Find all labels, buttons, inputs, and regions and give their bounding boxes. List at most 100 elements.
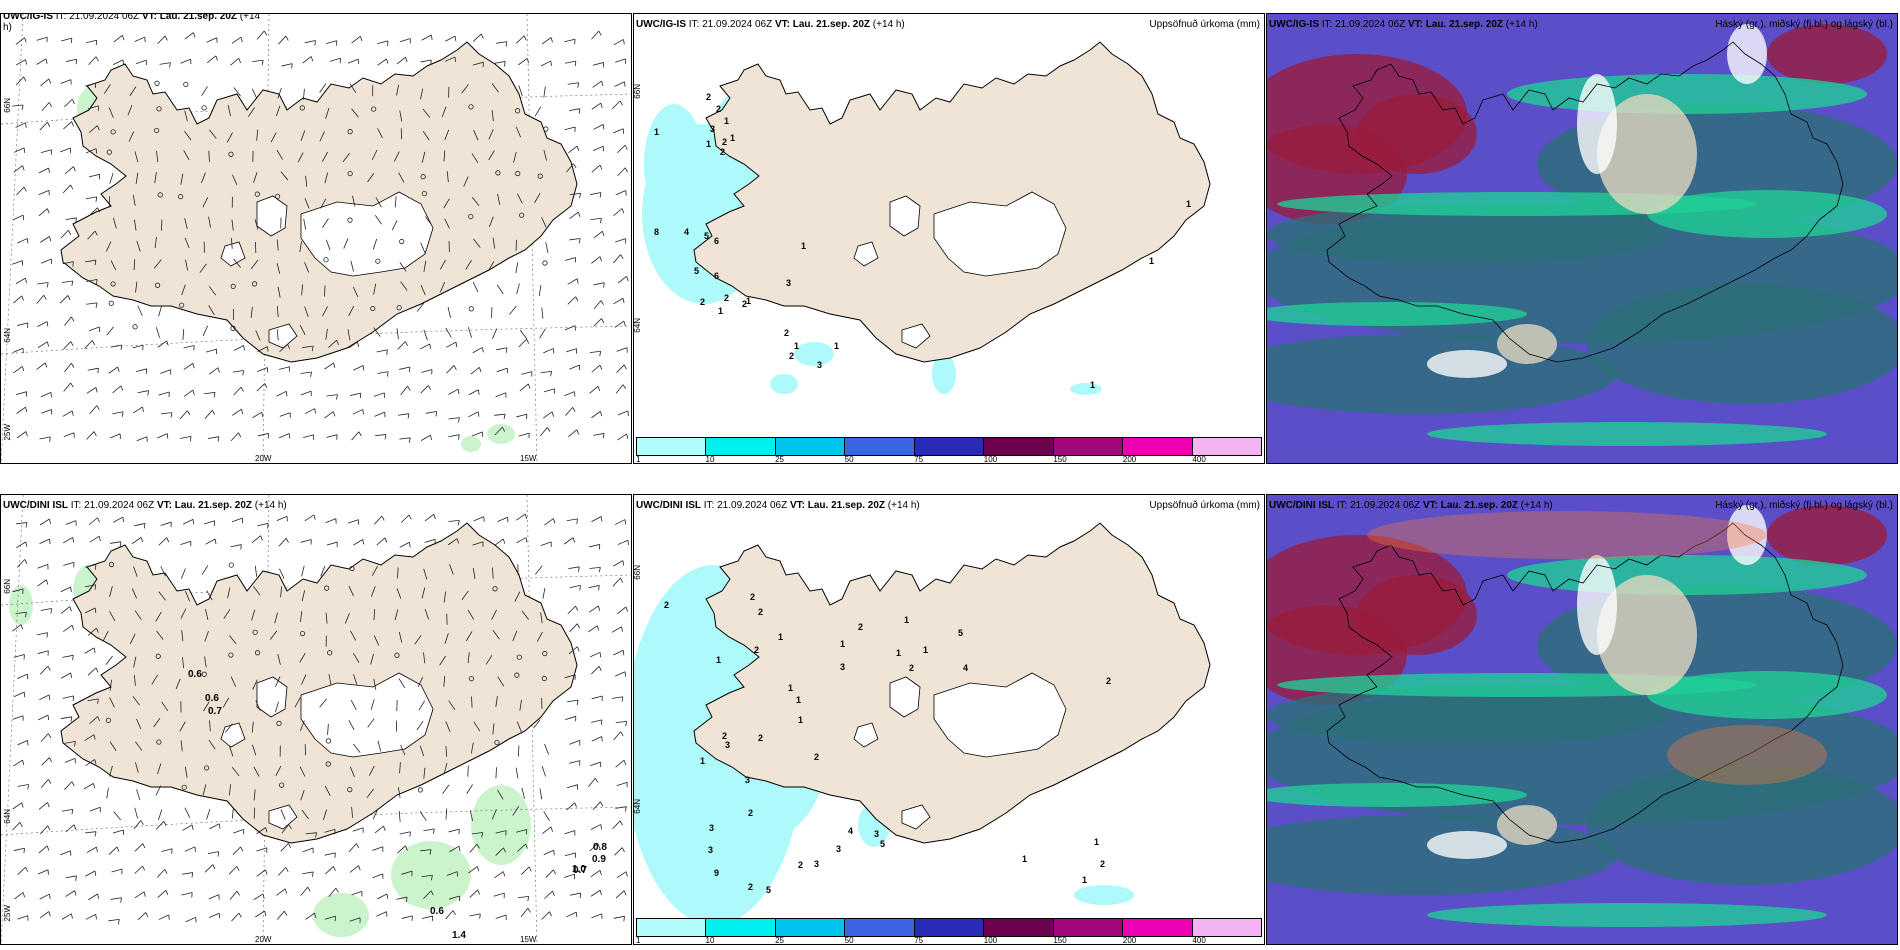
barb-feather [455, 342, 458, 348]
wind-barb [109, 697, 115, 708]
barb-feather [572, 407, 576, 412]
wind-barb [134, 891, 145, 899]
wind-barb [256, 847, 267, 852]
wind-barb [420, 88, 424, 100]
wind-barb [612, 820, 621, 830]
barb-feather [164, 869, 168, 874]
wind-barb [62, 261, 74, 265]
wind-barb [591, 736, 602, 742]
wind-barb [36, 294, 45, 304]
wind-barb [447, 306, 451, 318]
barb-feather [358, 865, 361, 871]
wind-barb [16, 559, 25, 568]
precip-value: 2 [742, 299, 747, 309]
wind-barb [155, 327, 161, 338]
wind-barb [370, 653, 374, 665]
barb-feather [95, 914, 97, 920]
wind-barb [593, 230, 603, 239]
wind-barb [257, 367, 268, 373]
precip-value: 1 [746, 296, 751, 306]
wind-barb [89, 535, 100, 543]
wind-barb [397, 845, 406, 854]
shaded-area [1427, 903, 1827, 927]
legend-color-swatch [1123, 919, 1193, 936]
wind-barb [65, 217, 77, 220]
precip-value: 1 [788, 683, 793, 693]
wind-barb [617, 276, 627, 284]
wind-barb [182, 328, 185, 340]
wind-barb [15, 277, 26, 284]
wind-barb [567, 82, 579, 85]
barb-feather [21, 295, 25, 301]
barb-feather [528, 866, 532, 872]
wind-barb [256, 30, 265, 40]
calm-marker [183, 81, 189, 88]
shaded-area [1427, 831, 1507, 859]
lon-label: 15W [520, 454, 537, 463]
wind-barb [229, 784, 231, 796]
wind-barb [614, 671, 626, 677]
shaded-area [1577, 555, 1617, 655]
wind-barb [36, 362, 46, 370]
wind-barb [472, 541, 484, 546]
barb-feather [525, 843, 528, 849]
wind-barb [612, 100, 621, 109]
wind-barb [449, 845, 460, 853]
legend-tick-label: 100 [983, 936, 998, 945]
wind-barb [250, 306, 253, 318]
wind-barb [512, 806, 520, 816]
calm-marker [110, 281, 116, 287]
barb-feather [242, 370, 245, 376]
barb-feather [431, 875, 433, 881]
barb-feather [409, 366, 411, 373]
wind-barb [423, 890, 432, 899]
wind-barb [65, 824, 75, 833]
wind-barb [468, 866, 478, 874]
wind-barb [369, 765, 375, 776]
wind-barb [373, 635, 380, 646]
wind-barb [202, 325, 208, 337]
panel-title: UWC/IG-IS IT: 21.09.2024 06Z VT: Lau. 21… [3, 13, 261, 33]
barb-feather [264, 383, 268, 389]
legend-tick-label: 150 [1053, 936, 1067, 945]
wind-barb [37, 650, 49, 654]
wind-barb [421, 915, 433, 919]
wind-barb [37, 869, 49, 875]
barb-feather [622, 650, 625, 656]
wind-barb [517, 895, 529, 899]
wind-barb [494, 413, 506, 416]
barb-feather [625, 871, 628, 877]
wind-barb [229, 890, 238, 900]
wind-barb [616, 364, 625, 373]
wind-barb [12, 822, 21, 831]
precip-value: 1 [904, 615, 909, 625]
wind-barb [472, 347, 483, 354]
calm-marker [106, 149, 112, 155]
wind-barb [542, 826, 552, 835]
calm-marker [537, 173, 543, 179]
barb-feather [71, 625, 75, 631]
wind-barb [304, 262, 310, 273]
wind-barb [63, 432, 75, 438]
wind-barb [111, 868, 123, 873]
wind-barb [13, 165, 23, 173]
wind-barb [109, 765, 113, 777]
wind-barb [151, 674, 158, 685]
shaded-area [1357, 575, 1477, 655]
wind-barb [231, 219, 234, 231]
shaded-area [644, 104, 704, 224]
wind-barb [375, 197, 382, 208]
wind-barb [160, 521, 172, 526]
precip-value: 2 [748, 882, 753, 892]
wind-barb [300, 371, 312, 375]
barb-feather [409, 542, 411, 548]
barb-feather [192, 519, 195, 525]
calm-marker [201, 105, 207, 111]
precip-value: 0.6 [205, 693, 219, 704]
wind-barb [473, 238, 481, 248]
wind-barb [109, 586, 113, 597]
panel-title: UWC/DINI ISL IT: 21.09.2024 06Z VT: Lau.… [3, 500, 287, 511]
wind-barb [497, 516, 508, 523]
shaded-area [1727, 24, 1767, 84]
wind-map [1, 14, 631, 463]
